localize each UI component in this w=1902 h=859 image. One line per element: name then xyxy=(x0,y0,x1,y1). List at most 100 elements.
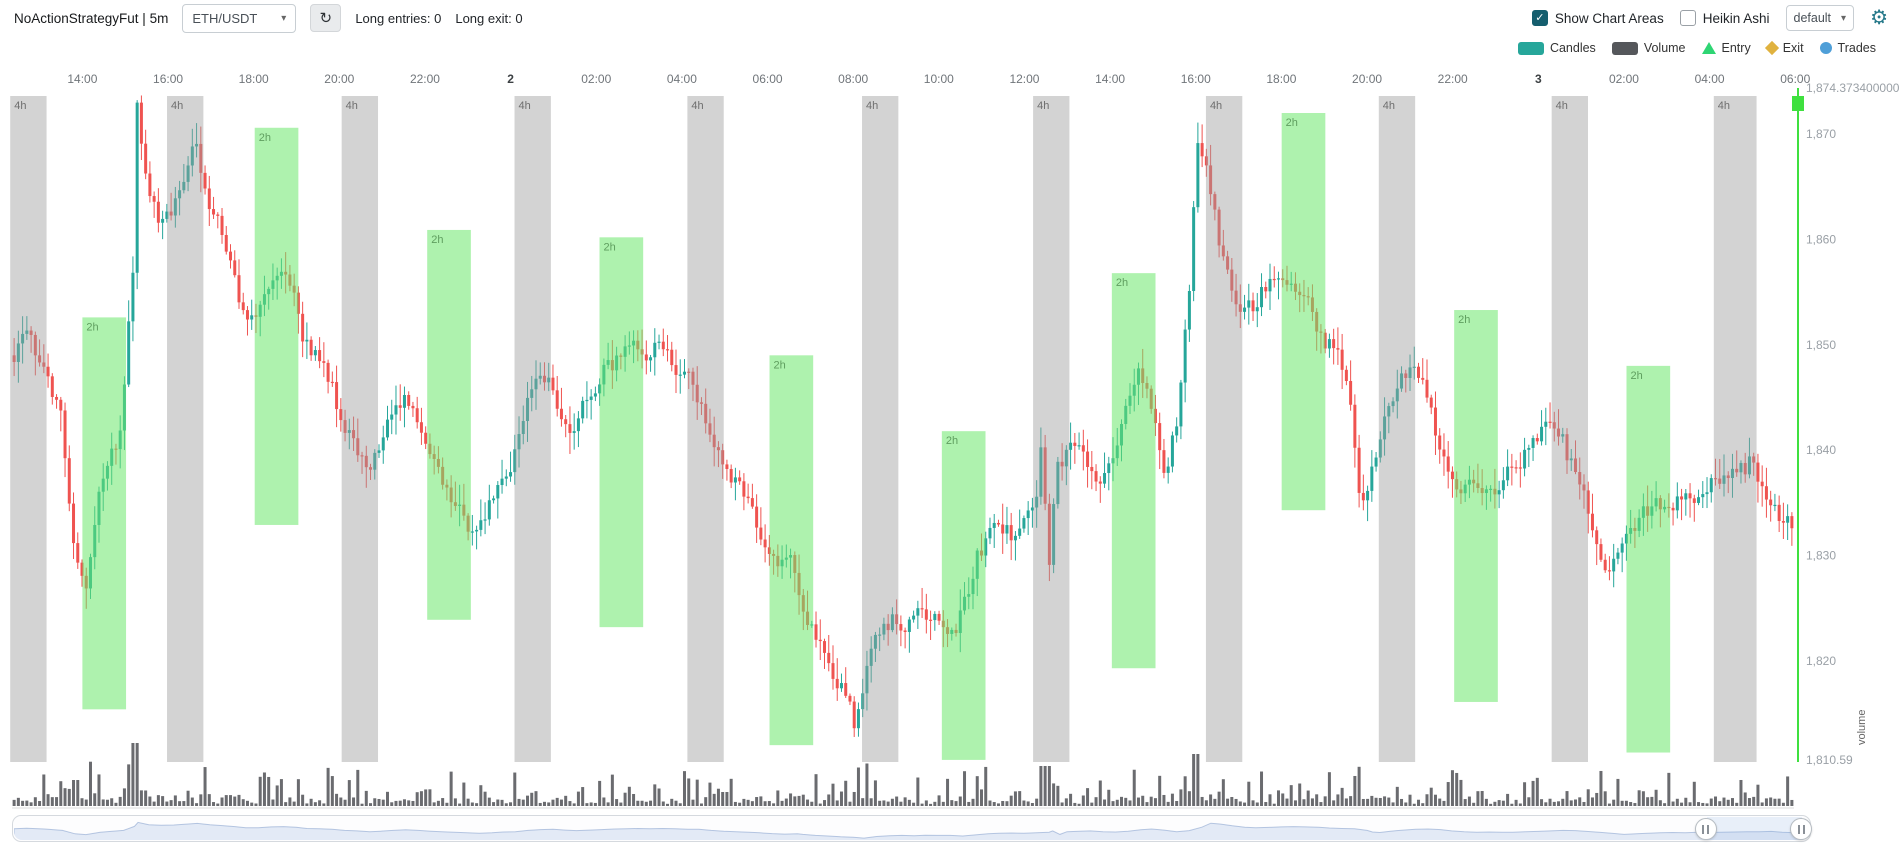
time-axis-label: 3 xyxy=(1535,72,1542,86)
svg-text:2h: 2h xyxy=(259,132,271,144)
time-axis-label: 12:00 xyxy=(1009,72,1039,86)
time-axis-label: 02:00 xyxy=(1609,72,1639,86)
heikin-ashi-label: Heikin Ashi xyxy=(1702,10,1770,26)
legend-item-trades[interactable]: Trades xyxy=(1819,41,1876,55)
legend-item-volume[interactable]: Volume xyxy=(1611,41,1686,55)
time-axis-label: 20:00 xyxy=(324,72,354,86)
legend-label: Candles xyxy=(1549,41,1596,55)
time-axis-label: 14:00 xyxy=(67,72,97,86)
svg-text:4h: 4h xyxy=(14,100,26,112)
svg-text:4h: 4h xyxy=(1037,100,1049,112)
candles-legend-icon xyxy=(1517,41,1544,55)
svg-text:4h: 4h xyxy=(1210,100,1222,112)
svg-text:2h: 2h xyxy=(1630,370,1642,382)
datazoom-selected-region[interactable] xyxy=(1706,817,1802,840)
chart-options: ✓ Show Chart Areas Heikin Ashi default ▾… xyxy=(1531,5,1888,31)
legend-label: Exit xyxy=(1782,41,1804,55)
datazoom-data-shadow xyxy=(14,821,1809,840)
chevron-down-icon: ▾ xyxy=(1841,12,1847,24)
entry-legend-icon xyxy=(1701,42,1716,54)
svg-text:4h: 4h xyxy=(1556,100,1568,112)
svg-text:2h: 2h xyxy=(946,435,958,447)
handle-grip-icon xyxy=(1702,824,1705,834)
svg-text:4h: 4h xyxy=(171,100,183,112)
price-axis-label: 1,850 xyxy=(1806,338,1836,352)
legend-label: Trades xyxy=(1837,41,1876,55)
datazoom-left-handle[interactable] xyxy=(1694,818,1717,840)
price-axis-label: 1,840 xyxy=(1806,443,1836,457)
time-axis-label: 06:00 xyxy=(753,72,783,86)
time-axis-label: 10:00 xyxy=(924,72,954,86)
svg-text:4h: 4h xyxy=(519,100,531,112)
price-axis-label: 1,810.59 xyxy=(1806,753,1853,767)
handle-grip-icon xyxy=(1802,824,1805,834)
volume-axis-label: volume xyxy=(1856,709,1868,745)
time-axis-label: 04:00 xyxy=(667,72,697,86)
plot-config-value: default xyxy=(1793,11,1832,25)
time-axis-label: 08:00 xyxy=(838,72,868,86)
trades-legend-icon xyxy=(1819,42,1832,54)
gear-icon: ⚙ xyxy=(1870,7,1888,29)
svg-text:2h: 2h xyxy=(86,321,98,333)
long-exit-count: Long exit: 0 xyxy=(455,10,523,26)
show-chart-areas-label: Show Chart Areas xyxy=(1554,10,1664,26)
price-axis-label: 1,870 xyxy=(1806,127,1836,141)
legend-item-entry[interactable]: Entry xyxy=(1701,41,1751,55)
price-axis-label: 1,874.373400000 xyxy=(1806,81,1900,95)
datazoom-right-handle[interactable] xyxy=(1790,818,1812,840)
chevron-down-icon: ▾ xyxy=(281,12,287,24)
time-axis-label: 22:00 xyxy=(1438,72,1468,86)
volume-legend-icon xyxy=(1611,41,1638,55)
handle-grip-icon xyxy=(1707,824,1710,834)
refresh-icon: ↻ xyxy=(319,10,333,27)
chart-legend: Candles Volume Entry Exit Trades xyxy=(1517,36,1876,60)
svg-text:2h: 2h xyxy=(1286,117,1298,129)
svg-text:4h: 4h xyxy=(691,100,703,112)
svg-text:4h: 4h xyxy=(1383,100,1395,112)
svg-text:4h: 4h xyxy=(1718,100,1730,112)
datazoom-slider[interactable] xyxy=(12,815,1812,842)
svg-text:4h: 4h xyxy=(866,100,878,112)
price-axis-label: 1,860 xyxy=(1806,232,1836,246)
plot-settings-button[interactable]: ⚙ xyxy=(1870,8,1888,28)
time-axis-label: 2 xyxy=(507,72,514,86)
handle-grip-icon xyxy=(1797,824,1800,834)
price-axis-label: 1,820 xyxy=(1806,654,1836,668)
svg-text:2h: 2h xyxy=(1458,314,1470,326)
checkbox-icon: ✓ xyxy=(1531,10,1548,26)
svg-text:2h: 2h xyxy=(431,234,443,246)
time-axis-label: 18:00 xyxy=(239,72,269,86)
time-axis-label: 16:00 xyxy=(153,72,183,86)
time-axis-label: 02:00 xyxy=(581,72,611,86)
time-axis-label: 14:00 xyxy=(1095,72,1125,86)
svg-text:2h: 2h xyxy=(604,241,616,253)
refresh-button[interactable]: ↻ xyxy=(310,4,342,32)
legend-label: Entry xyxy=(1721,41,1751,55)
strategy-title: NoActionStrategyFut | 5m xyxy=(14,10,169,26)
heikin-ashi-checkbox[interactable]: Heikin Ashi xyxy=(1679,10,1770,26)
datazoom-track[interactable] xyxy=(14,817,1809,840)
svg-text:2h: 2h xyxy=(1116,277,1128,289)
time-axis-label: 16:00 xyxy=(1181,72,1211,86)
legend-item-candles[interactable]: Candles xyxy=(1517,41,1596,55)
svg-text:2h: 2h xyxy=(774,359,786,371)
legend-item-exit[interactable]: Exit xyxy=(1764,40,1804,56)
time-axis-label: 06:00 xyxy=(1780,72,1810,86)
long-entries-count: Long entries: 0 xyxy=(355,10,442,26)
svg-text:4h: 4h xyxy=(346,100,358,112)
pair-select-value: ETH/USDT xyxy=(192,10,258,26)
chart-toolbar: NoActionStrategyFut | 5m ETH/USDT ▾ ↻ Lo… xyxy=(0,0,1902,36)
pair-select[interactable]: ETH/USDT ▾ xyxy=(182,3,297,33)
time-axis-label: 22:00 xyxy=(410,72,440,86)
time-axis-label: 18:00 xyxy=(1266,72,1296,86)
exit-legend-icon xyxy=(1764,40,1779,56)
time-axis-label: 04:00 xyxy=(1695,72,1725,86)
plot-config-select[interactable]: default ▾ xyxy=(1785,5,1855,31)
legend-label: Volume xyxy=(1643,41,1686,55)
price-axis-label: 1,830 xyxy=(1806,549,1836,563)
time-axis-label: 20:00 xyxy=(1352,72,1382,86)
show-chart-areas-checkbox[interactable]: ✓ Show Chart Areas xyxy=(1531,10,1664,26)
checkbox-icon xyxy=(1679,10,1696,26)
